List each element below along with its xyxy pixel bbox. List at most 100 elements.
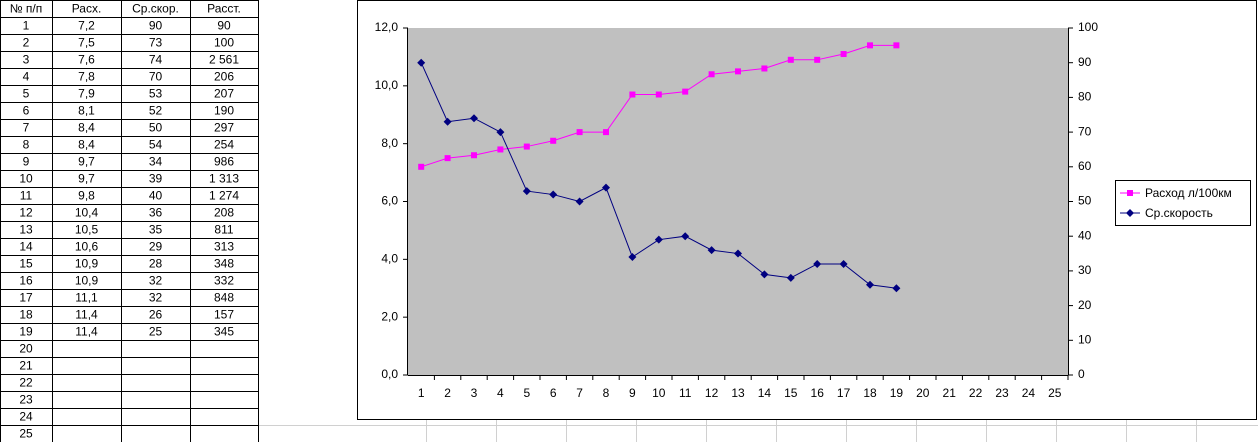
cell: 10,6 bbox=[75, 240, 99, 254]
cell: 1 274 bbox=[209, 189, 239, 203]
cell: 9,7 bbox=[78, 155, 95, 169]
data-point bbox=[892, 284, 901, 293]
cell: 10,4 bbox=[75, 206, 99, 220]
data-point bbox=[735, 68, 741, 75]
cell: 34 bbox=[149, 155, 163, 169]
cell: 52 bbox=[149, 104, 163, 118]
data-point bbox=[550, 137, 557, 144]
cell: 36 bbox=[149, 206, 163, 220]
cell: 11,1 bbox=[75, 291, 98, 305]
cell: 207 bbox=[214, 87, 234, 101]
x-tick-label: 23 bbox=[995, 386, 1009, 400]
cell: 40 bbox=[149, 189, 163, 203]
cell: 29 bbox=[149, 240, 163, 254]
x-tick-label: 19 bbox=[890, 386, 904, 400]
y2-tick-label: 0 bbox=[1078, 367, 1085, 381]
x-tick-label: 8 bbox=[603, 386, 610, 400]
cell: 9,8 bbox=[78, 189, 95, 203]
cell: 8,4 bbox=[78, 138, 95, 152]
cell: 11 bbox=[20, 189, 33, 203]
x-tick-label: 14 bbox=[758, 386, 772, 400]
cell: 9 bbox=[23, 155, 30, 169]
cell: 8,4 bbox=[78, 121, 95, 135]
legend bbox=[1115, 180, 1251, 226]
cell: 90 bbox=[149, 19, 163, 33]
cell: 7 bbox=[23, 121, 30, 135]
cell: 26 bbox=[149, 308, 163, 322]
column-header: Ср.скор. bbox=[132, 2, 179, 16]
cell: 190 bbox=[214, 104, 234, 118]
cell: 4 bbox=[23, 70, 30, 84]
column-header: Расст. bbox=[207, 2, 241, 16]
cell: 3 bbox=[23, 53, 30, 67]
legend-label: Ср.скорость bbox=[1145, 206, 1213, 220]
x-tick-label: 13 bbox=[731, 386, 745, 400]
cell: 54 bbox=[149, 138, 163, 152]
cell: 2 561 bbox=[209, 53, 239, 67]
cell: 70 bbox=[149, 70, 163, 84]
x-tick-label: 11 bbox=[679, 386, 692, 400]
legend-marker bbox=[1126, 209, 1134, 217]
data-point bbox=[654, 235, 663, 244]
y-tick-label: 0,0 bbox=[381, 367, 398, 381]
data-point bbox=[760, 270, 769, 279]
data-point bbox=[418, 163, 425, 170]
x-tick-label: 9 bbox=[629, 386, 636, 400]
cell: 16 bbox=[19, 274, 33, 288]
cell: 32 bbox=[149, 291, 163, 305]
cell: 53 bbox=[149, 87, 163, 101]
cell: 7,2 bbox=[78, 19, 95, 33]
x-tick-label: 20 bbox=[916, 386, 930, 400]
y-tick-label: 10,0 bbox=[375, 78, 399, 92]
data-point bbox=[575, 197, 584, 206]
data-point bbox=[443, 117, 452, 126]
y2-tick-label: 30 bbox=[1078, 263, 1092, 277]
x-tick-label: 22 bbox=[969, 386, 983, 400]
data-point bbox=[707, 246, 716, 255]
column-header: № п/п bbox=[10, 2, 43, 16]
data-point bbox=[814, 56, 821, 63]
data-point bbox=[787, 56, 794, 63]
cell: 73 bbox=[149, 36, 163, 50]
y2-tick-label: 90 bbox=[1078, 55, 1092, 69]
plot-area bbox=[408, 28, 1068, 375]
cell: 1 313 bbox=[209, 172, 239, 186]
cell: 6 bbox=[23, 104, 30, 118]
cell: 15 bbox=[19, 257, 33, 271]
cell: 10,5 bbox=[75, 223, 99, 237]
cell: 5 bbox=[23, 87, 30, 101]
data-point bbox=[497, 146, 504, 153]
cell: 7,5 bbox=[78, 36, 95, 50]
cell: 21 bbox=[19, 359, 33, 373]
x-tick-label: 12 bbox=[705, 386, 719, 400]
cell: 14 bbox=[19, 240, 33, 254]
cell: 24 bbox=[19, 410, 33, 424]
y2-tick-label: 50 bbox=[1078, 194, 1092, 208]
y-tick-label: 4,0 bbox=[381, 252, 398, 266]
x-tick-label: 21 bbox=[943, 386, 957, 400]
cell: 7,8 bbox=[78, 70, 95, 84]
data-point bbox=[522, 187, 531, 196]
data-point bbox=[602, 183, 610, 192]
cell: 848 bbox=[214, 291, 234, 305]
legend-label: Расход л/100км bbox=[1145, 186, 1232, 200]
data-point bbox=[629, 91, 636, 98]
cell: 8 bbox=[23, 138, 30, 152]
data-point bbox=[628, 253, 637, 262]
cell: 39 bbox=[149, 172, 163, 186]
cell: 100 bbox=[214, 36, 234, 50]
data-point bbox=[549, 190, 558, 199]
data-point bbox=[893, 42, 900, 49]
cell: 28 bbox=[149, 257, 163, 271]
cell: 254 bbox=[214, 138, 234, 152]
y2-tick-label: 40 bbox=[1078, 228, 1092, 242]
data-point bbox=[496, 128, 505, 137]
y2-tick-label: 70 bbox=[1078, 124, 1092, 138]
cell: 8,1 bbox=[78, 104, 95, 118]
y-tick-label: 12,0 bbox=[375, 20, 399, 34]
cell: 297 bbox=[214, 121, 234, 135]
data-point bbox=[417, 58, 426, 67]
cell: 74 bbox=[149, 53, 163, 67]
cell: 7,9 bbox=[78, 87, 95, 101]
